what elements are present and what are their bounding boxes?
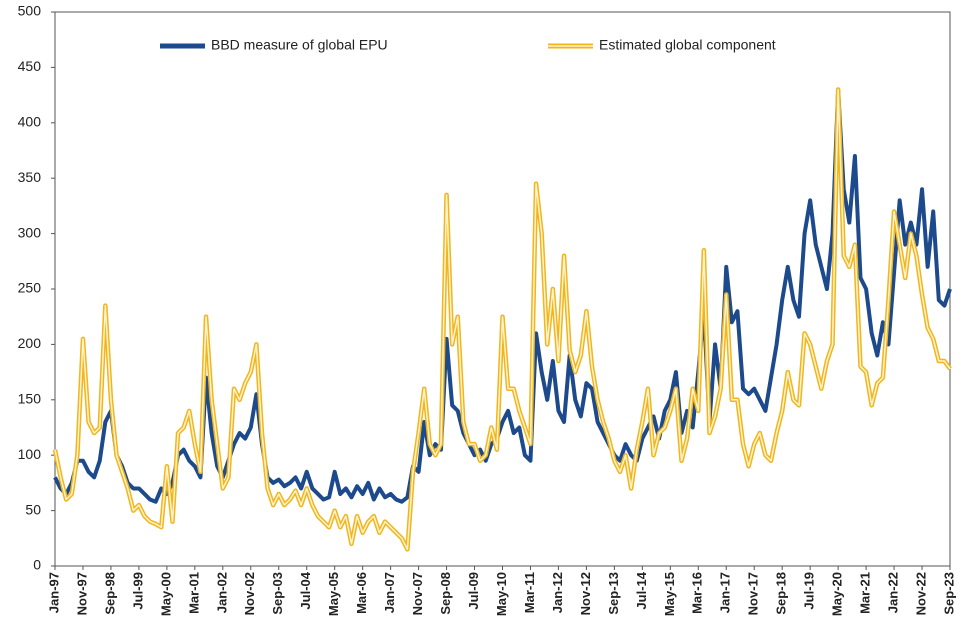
y-tick-label: 300 [18, 224, 42, 240]
x-tick-label: Jul-14 [634, 571, 649, 609]
x-tick-label: Mar-21 [858, 572, 873, 614]
legend-label: Estimated global component [599, 37, 776, 53]
x-tick-label: Mar-06 [354, 572, 369, 614]
y-tick-label: 450 [18, 58, 42, 74]
x-tick-label: Jul-04 [298, 571, 313, 609]
x-tick-label: Sep-08 [438, 572, 453, 615]
x-tick-label: Nov-97 [74, 572, 89, 615]
x-tick-label: May-05 [326, 572, 341, 616]
y-tick-label: 200 [18, 335, 42, 351]
x-tick-label: May-00 [158, 572, 173, 616]
y-tick-label: 250 [18, 280, 42, 296]
x-tick-label: Sep-23 [941, 572, 956, 615]
x-tick-label: Jan-17 [718, 572, 733, 613]
series-line-highlight [54, 88, 951, 551]
plot-frame [54, 11, 951, 567]
x-tick-label: Nov-02 [242, 572, 257, 615]
x-tick-label: Sep-13 [606, 572, 621, 615]
x-tick-label: Mar-16 [690, 572, 705, 614]
x-tick-label: Nov-17 [746, 572, 761, 615]
y-tick-label: 0 [33, 557, 41, 573]
x-tick-label: Jan-12 [550, 572, 565, 613]
x-tick-label: Jan-22 [886, 572, 901, 613]
x-tick-label: Nov-22 [913, 572, 928, 615]
x-tick-label: Sep-18 [774, 572, 789, 615]
x-tick-label: May-20 [830, 572, 845, 616]
y-tick-label: 50 [25, 501, 41, 517]
x-tick-label: Nov-12 [578, 572, 593, 615]
y-tick-label: 100 [18, 446, 42, 462]
x-tick-label: Jul-09 [466, 572, 481, 610]
y-tick-label: 350 [18, 169, 42, 185]
x-tick-label: May-10 [494, 572, 509, 616]
x-tick-label: Jan-07 [382, 572, 397, 613]
legend-label: BBD measure of global EPU [211, 37, 388, 53]
y-tick-label: 500 [18, 3, 42, 19]
x-tick-label: Nov-07 [410, 572, 425, 615]
x-tick-label: Mar-11 [522, 572, 537, 613]
x-tick-label: May-15 [662, 572, 677, 616]
x-tick-label: Sep-03 [270, 572, 285, 615]
series-line [53, 87, 952, 504]
x-tick-label: Sep-98 [102, 572, 117, 615]
x-tick-label: Jul-99 [130, 572, 145, 610]
x-tick-label: Mar-01 [186, 572, 201, 614]
x-tick-label: Jul-19 [802, 572, 817, 610]
y-tick-label: 400 [18, 114, 42, 130]
y-tick-label: 150 [18, 391, 42, 407]
x-tick-label: Jan-02 [214, 572, 229, 613]
x-tick-label: Jan-97 [46, 572, 61, 613]
